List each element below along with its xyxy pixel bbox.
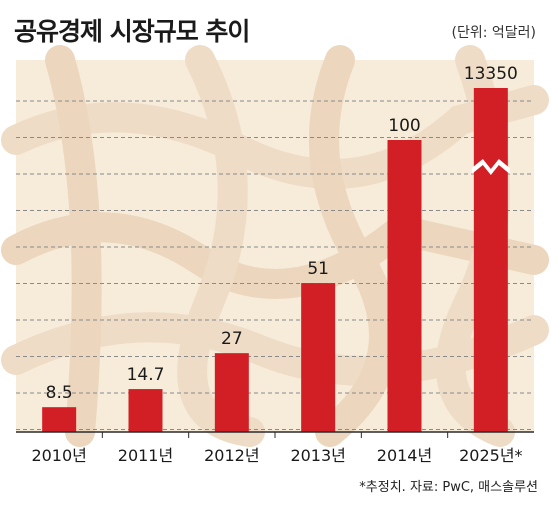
arm-shape (177, 45, 265, 447)
x-axis-ticks (101, 432, 449, 438)
source-note: *추정치. 자료: PwC, 매스솔루션 (359, 480, 538, 495)
bar (214, 353, 249, 432)
value-label: 27 (221, 329, 243, 349)
value-label: 8.5 (46, 383, 73, 403)
bar (387, 140, 422, 432)
x-tick-label: 2010년 (31, 446, 86, 465)
arm-shape (45, 45, 102, 447)
bar (128, 389, 163, 432)
x-tick-label: 2011년 (118, 446, 173, 465)
value-label: 51 (307, 259, 329, 279)
arm-shape (309, 45, 399, 447)
x-tick-label: 2012년 (204, 446, 259, 465)
value-label: 100 (388, 116, 420, 136)
x-tick-label: 2014년 (377, 446, 432, 465)
x-tick-label: 2025년* (459, 446, 522, 465)
bars (42, 88, 510, 432)
bar (42, 407, 77, 432)
x-axis-labels: 2010년 2011년 2012년 2013년 2014년 2025년* (31, 446, 522, 465)
bar (473, 88, 508, 432)
grid-lines (16, 100, 534, 430)
value-label: 14.7 (127, 365, 165, 385)
unit-label: (단위: 억달러) (451, 25, 537, 41)
value-label: 13350 (464, 64, 518, 84)
bar (301, 283, 336, 432)
x-tick-label: 2013년 (290, 446, 345, 465)
value-labels: 8.5 14.7 27 51 100 13350 (46, 64, 518, 403)
axis-break-mark (471, 159, 510, 175)
chart-title: 공유경제 시장규모 추이 (14, 17, 250, 46)
